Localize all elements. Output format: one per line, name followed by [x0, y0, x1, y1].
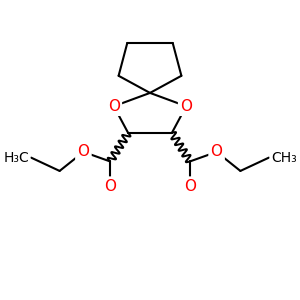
Text: O: O: [211, 144, 223, 159]
Text: H₃C: H₃C: [3, 151, 29, 165]
Text: CH₃: CH₃: [271, 151, 297, 165]
Text: O: O: [180, 99, 192, 114]
Text: O: O: [184, 179, 196, 194]
Text: O: O: [108, 99, 120, 114]
Text: O: O: [77, 144, 89, 159]
Text: O: O: [104, 179, 116, 194]
